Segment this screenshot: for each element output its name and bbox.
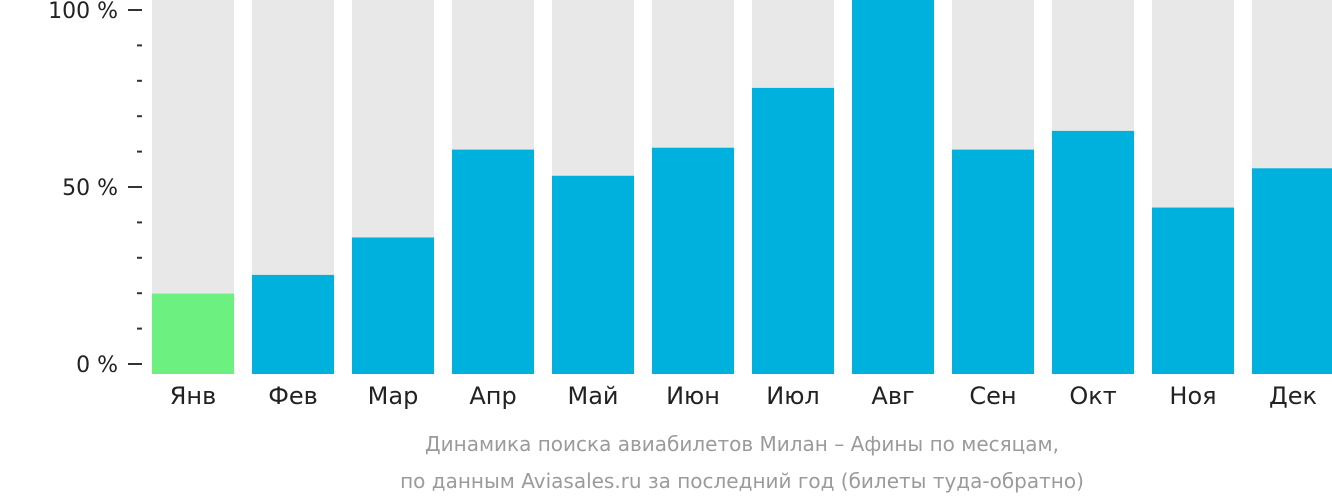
- y-tick-label: 0 %: [76, 353, 118, 378]
- x-tick-label: Ноя: [1169, 382, 1216, 410]
- bar-Май: [552, 175, 634, 374]
- bar-Июн: [652, 147, 734, 374]
- y-tick-label: 50 %: [62, 176, 118, 201]
- x-tick-label: Авг: [871, 382, 914, 410]
- bar-Апр: [452, 149, 534, 374]
- bar-Дек: [1252, 168, 1332, 374]
- x-tick-label: Дек: [1269, 382, 1317, 410]
- bar-Сен: [952, 149, 1034, 374]
- x-tick-label: Фев: [268, 382, 318, 410]
- bar-Мар: [352, 237, 434, 374]
- x-tick-label: Сен: [969, 382, 1016, 410]
- bar-Фев: [252, 274, 334, 374]
- x-tick-label: Мар: [368, 382, 419, 410]
- x-tick-label: Май: [567, 382, 618, 410]
- bar-Июл: [752, 87, 834, 374]
- bar-Янв: [152, 293, 234, 374]
- bars-group: [152, 0, 1332, 374]
- chart-caption-line-2: по данным Aviasales.ru за последний год …: [400, 469, 1084, 493]
- x-axis-labels: Янв Фев Мар Апр Май Июн Июл Авг Сен Окт Ноя Дек: [170, 382, 1317, 410]
- y-tick-label: 100 %: [48, 0, 118, 24]
- bar-Авг: [852, 0, 934, 374]
- bar-Ноя: [1152, 207, 1234, 374]
- x-tick-label: Июл: [766, 382, 820, 410]
- chart-caption-line-1: Динамика поиска авиабилетов Милан – Афин…: [425, 432, 1059, 456]
- x-tick-label: Окт: [1069, 382, 1116, 410]
- y-axis: 0 % 50 % 100 %: [48, 0, 142, 378]
- x-tick-label: Июн: [666, 382, 720, 410]
- bar-Окт: [1052, 130, 1134, 374]
- x-tick-label: Апр: [469, 382, 516, 410]
- x-tick-label: Янв: [170, 382, 217, 410]
